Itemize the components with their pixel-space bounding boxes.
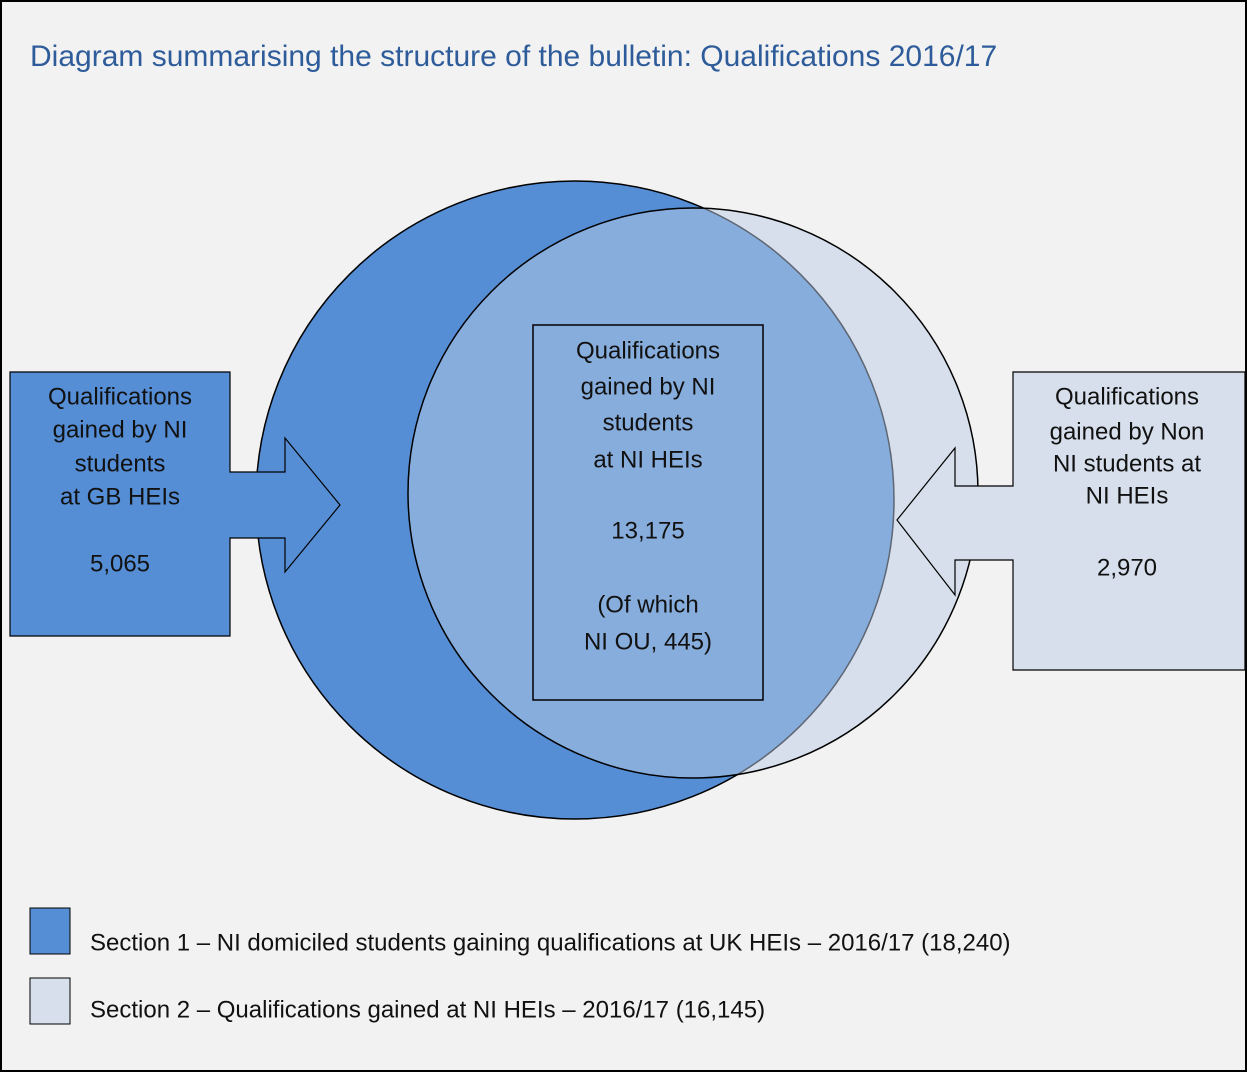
center-box (532, 324, 764, 701)
legend-swatch (29, 977, 71, 1025)
box-line: Qualifications (48, 383, 192, 410)
box-value: 5,065 (90, 550, 150, 577)
box-line: NI students at (1053, 450, 1201, 477)
box-line: at GB HEIs (60, 483, 180, 510)
box-value: 13,175 (611, 517, 684, 544)
box-line: gained by NI (581, 373, 716, 400)
box-line: gained by Non (1050, 418, 1205, 445)
box-note: (Of which (597, 591, 698, 618)
box-line: students (603, 409, 694, 436)
right-arrow-box (896, 371, 1246, 671)
box-line: Qualifications (576, 337, 720, 364)
box-line: at NI HEIs (593, 446, 702, 473)
box-line: NI HEIs (1086, 482, 1169, 509)
left-arrow-box (9, 371, 341, 637)
box-note: NI OU, 445) (584, 628, 712, 655)
box-line: Qualifications (1055, 383, 1199, 410)
box-line: students (75, 450, 166, 477)
box-line: gained by NI (53, 416, 188, 443)
legend-label: Section 1 – NI domiciled students gainin… (90, 929, 1011, 956)
legend-label: Section 2 – Qualifications gained at NI … (90, 996, 765, 1023)
title: Diagram summarising the structure of the… (30, 40, 997, 73)
legend-swatch (29, 907, 71, 955)
section2-circle (407, 207, 979, 779)
box-value: 2,970 (1097, 554, 1157, 581)
